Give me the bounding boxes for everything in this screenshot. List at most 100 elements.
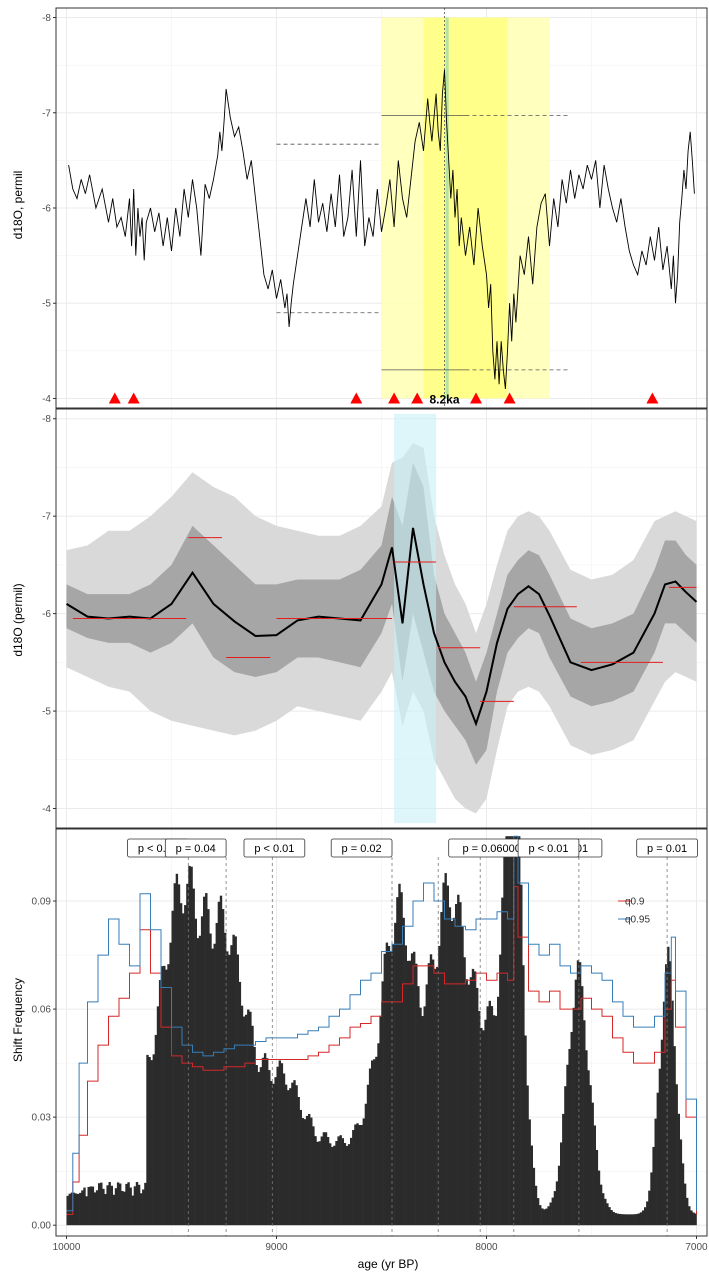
histogram-bar <box>665 964 668 1226</box>
histogram-bar <box>356 1123 359 1226</box>
histogram-bar <box>326 1137 330 1226</box>
histogram-bar <box>652 1146 655 1226</box>
histogram-bar <box>631 1214 634 1226</box>
histogram-bar <box>421 1016 424 1226</box>
histogram-bar <box>217 901 221 1226</box>
histogram-bar <box>589 1085 592 1226</box>
histogram-bar <box>341 1138 344 1226</box>
histogram-bar <box>639 1212 643 1226</box>
histogram-bar <box>293 1080 296 1226</box>
histogram-bar <box>358 1124 361 1226</box>
histogram-bar <box>261 1057 265 1226</box>
y-tick-label: 0.03 <box>32 1113 52 1124</box>
histogram-bar <box>182 913 185 1226</box>
histogram-bar <box>249 1011 252 1226</box>
histogram-bar <box>457 894 460 1226</box>
p-value-box <box>164 838 227 858</box>
histogram-bar <box>114 1188 118 1226</box>
histogram-bar <box>614 1213 617 1226</box>
y-tick-label: -7 <box>42 108 51 119</box>
histogram-bar <box>150 1060 153 1226</box>
histogram-bar <box>232 934 235 1226</box>
histogram-bar <box>81 1190 84 1226</box>
histogram-bar <box>618 1213 622 1226</box>
histogram-bar <box>270 1081 273 1226</box>
histogram-bar <box>245 1014 248 1226</box>
histogram-bar <box>287 1090 290 1226</box>
x-tick-label: 8000 <box>475 1242 498 1253</box>
histogram-bar <box>148 1057 151 1226</box>
histogram-bar <box>574 979 578 1226</box>
histogram-bar <box>238 981 242 1226</box>
histogram-bar <box>194 918 197 1226</box>
histogram-bar <box>675 1084 678 1226</box>
p-value-label: p = 0.02 <box>330 838 393 858</box>
histogram-bar <box>276 1066 279 1226</box>
histogram-bar <box>469 977 473 1226</box>
histogram-bar <box>692 1212 695 1226</box>
p-value-text: p = 0.02 <box>342 843 382 855</box>
histogram-bar <box>224 932 227 1226</box>
histogram-bar <box>104 1194 107 1226</box>
histogram-bar <box>572 1007 575 1226</box>
histogram-bar <box>98 1183 101 1226</box>
histogram-bar <box>343 1143 347 1226</box>
histogram-bar <box>524 1035 527 1226</box>
histogram-bar <box>179 903 183 1226</box>
histogram-bar <box>690 1210 693 1226</box>
histogram-bar <box>461 926 464 1226</box>
histogram-bar <box>329 1143 332 1226</box>
histogram-bar <box>303 1119 307 1226</box>
histogram-bar <box>448 907 452 1226</box>
histogram-bar <box>221 909 225 1226</box>
histogram-bar <box>310 1117 313 1226</box>
histogram-bar <box>413 951 416 1226</box>
histogram-bar <box>423 1006 426 1226</box>
histogram-bar <box>566 1064 569 1226</box>
histogram-bar <box>446 885 449 1226</box>
histogram-bar <box>570 1031 573 1226</box>
histogram-bar <box>301 1118 305 1226</box>
histogram-bar <box>473 971 477 1226</box>
histogram-bar <box>539 1205 542 1226</box>
histogram-bar <box>581 986 584 1226</box>
histogram-bar <box>385 942 389 1226</box>
histogram-bar <box>465 979 468 1226</box>
histogram-bar <box>167 964 170 1226</box>
histogram-bar <box>459 902 462 1226</box>
histogram-bar <box>211 948 214 1226</box>
histogram-bar <box>320 1136 323 1226</box>
histogram-bar <box>608 1207 611 1226</box>
histogram-bar <box>100 1182 103 1226</box>
histogram-bar <box>146 1054 149 1226</box>
panel-isotope-record: 8.2ka -8 -7 -6 -5 -4 <box>42 7 708 409</box>
histogram-bar <box>196 938 200 1226</box>
histogram-bar <box>89 1186 92 1226</box>
panel-border <box>55 408 708 829</box>
histogram-bar <box>501 897 504 1226</box>
histogram-bar <box>230 945 233 1226</box>
histogram-bar <box>604 1198 607 1226</box>
histogram-bar <box>417 986 420 1226</box>
histogram-bar <box>518 836 521 1226</box>
event-window <box>394 413 437 824</box>
histogram-bar <box>576 960 580 1226</box>
legend: q0.9 q0.95 <box>618 897 650 926</box>
histogram-bar <box>255 1065 258 1226</box>
histogram-bar <box>142 1189 145 1226</box>
histogram-bar <box>251 1025 254 1226</box>
histogram-bar <box>425 984 428 1226</box>
histogram-bar <box>173 883 176 1226</box>
histogram-bar <box>681 1163 685 1226</box>
histogram-bar <box>507 836 510 1226</box>
histogram-bar <box>408 960 412 1226</box>
histogram-bar <box>534 1185 538 1226</box>
histogram-bar <box>587 1070 590 1226</box>
panel-border <box>55 828 708 1237</box>
histogram-bar <box>274 1077 277 1226</box>
y-tick-label: -6 <box>42 609 51 620</box>
histogram-bar <box>419 1007 422 1226</box>
histogram-bar <box>354 1124 357 1226</box>
histogram-bar <box>257 1071 260 1226</box>
